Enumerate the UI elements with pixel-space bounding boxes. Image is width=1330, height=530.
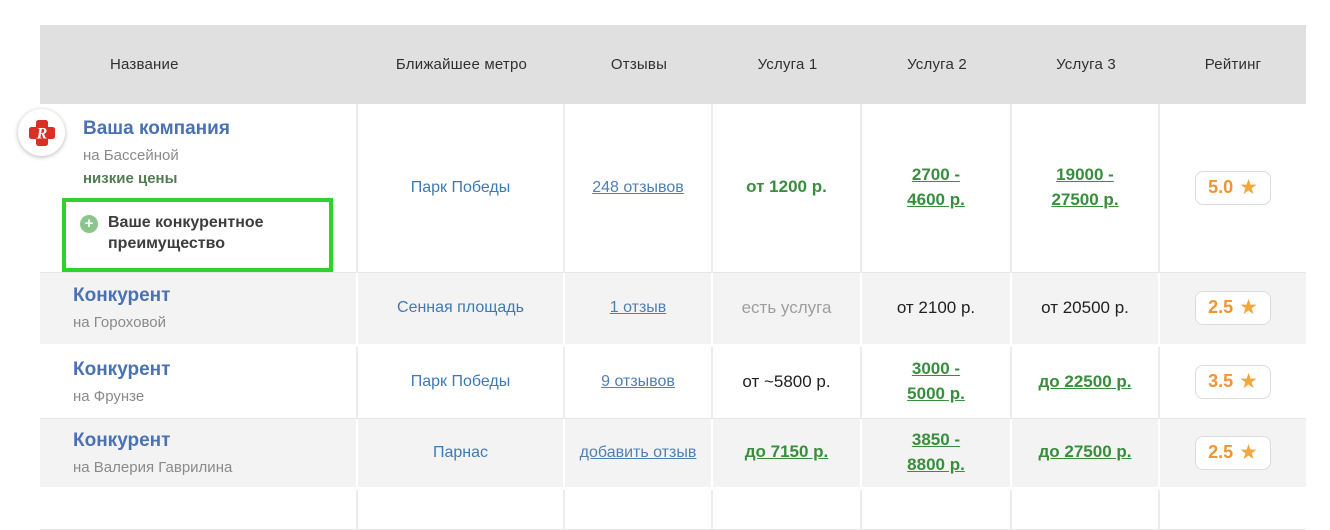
company-address: на Фрунзе bbox=[73, 388, 145, 406]
logo-letter: R bbox=[35, 125, 47, 142]
service2-price: от 2100 р. bbox=[896, 298, 976, 318]
service1-price: от 1200 р. bbox=[746, 177, 827, 197]
rating-value: 5.0 bbox=[1208, 176, 1234, 197]
metro-station: Парк Победы bbox=[410, 178, 511, 196]
service3-price-link[interactable]: до 27500 р. bbox=[1038, 442, 1132, 462]
logo-cross-icon: R bbox=[28, 119, 55, 146]
service2-price-link[interactable]: 3850 - 8800 р. bbox=[907, 429, 965, 474]
header-reviews: Отзывы bbox=[565, 25, 713, 104]
company-name-link[interactable]: Конкурент bbox=[73, 429, 171, 451]
rating-badge: 2.5 ★ bbox=[1195, 435, 1271, 470]
table-row-partial bbox=[40, 489, 1306, 530]
table-row-competitor-1: Конкурент на Гороховой Сенная площадь 1 … bbox=[40, 272, 1306, 347]
company-name-link[interactable]: Конкурент bbox=[73, 359, 171, 381]
company-address: на Гороховой bbox=[73, 314, 166, 332]
header-service1: Услуга 1 bbox=[713, 25, 862, 104]
table-row-competitor-3: Конкурент на Валерия Гаврилина Парнас до… bbox=[40, 418, 1306, 490]
service3-price: от 20500 р. bbox=[1041, 298, 1129, 318]
header-name: Название bbox=[40, 25, 358, 104]
rating-badge: 5.0 ★ bbox=[1195, 170, 1271, 205]
service3-price-link[interactable]: до 22500 р. bbox=[1038, 371, 1132, 391]
star-icon: ★ bbox=[1239, 296, 1258, 320]
header-service3: Услуга 3 bbox=[1012, 25, 1160, 104]
rating-value: 3.5 bbox=[1208, 371, 1234, 392]
rating-badge: 3.5 ★ bbox=[1195, 365, 1271, 400]
reviews-link[interactable]: 9 отзывов bbox=[601, 373, 675, 391]
star-icon: ★ bbox=[1239, 175, 1258, 199]
add-advantage-button[interactable]: + Ваше конкурентное преимущество bbox=[62, 198, 333, 272]
company-address: на Валерия Гаврилина bbox=[73, 458, 233, 476]
company-name-link[interactable]: Ваша компания bbox=[83, 118, 230, 139]
company-address: на Бассейной bbox=[83, 147, 179, 164]
company-name-link[interactable]: Конкурент bbox=[73, 285, 171, 307]
advantage-label: Ваше конкурентное преимущество bbox=[108, 214, 264, 252]
metro-station: Парк Победы bbox=[410, 373, 511, 391]
service2-price-link[interactable]: 2700 - 4600 р. bbox=[907, 165, 965, 209]
add-review-link[interactable]: добавить отзыв bbox=[579, 443, 697, 461]
reviews-link[interactable]: 1 отзыв bbox=[609, 299, 667, 317]
reviews-link[interactable]: 248 отзывов bbox=[592, 178, 684, 196]
service2-price-link[interactable]: 3000 - 5000 р. bbox=[907, 359, 965, 404]
header-row: Название Ближайшее метро Отзывы Услуга 1… bbox=[40, 25, 1306, 104]
plus-icon: + bbox=[80, 215, 98, 233]
company-tagline: низкие цены bbox=[83, 170, 178, 187]
header-service2: Услуга 2 bbox=[862, 25, 1012, 104]
rating-badge: 2.5 ★ bbox=[1195, 291, 1271, 326]
header-rating: Рейтинг bbox=[1160, 25, 1306, 104]
rating-value: 2.5 bbox=[1208, 297, 1234, 318]
header-metro: Ближайшее метро bbox=[358, 25, 565, 104]
table-row-your-company: Ваша компания на Бассейной низкие цены +… bbox=[40, 104, 1306, 273]
service3-price-link[interactable]: 19000 - 27500 р. bbox=[1051, 165, 1119, 209]
service1-price: от ~5800 р. bbox=[742, 372, 831, 392]
metro-station: Парнас bbox=[432, 443, 489, 461]
company-logo: R bbox=[18, 109, 65, 156]
star-icon: ★ bbox=[1239, 370, 1258, 394]
metro-station: Сенная площадь bbox=[397, 299, 524, 317]
star-icon: ★ bbox=[1239, 440, 1258, 464]
service1-status: есть услуга bbox=[741, 298, 832, 318]
service1-price-link[interactable]: до 7150 р. bbox=[744, 442, 829, 462]
table-row-competitor-2: Конкурент на Фрунзе Парк Победы 9 отзыво… bbox=[40, 346, 1306, 419]
comparison-table: Название Ближайшее метро Отзывы Услуга 1… bbox=[40, 25, 1306, 530]
rating-value: 2.5 bbox=[1208, 441, 1234, 462]
